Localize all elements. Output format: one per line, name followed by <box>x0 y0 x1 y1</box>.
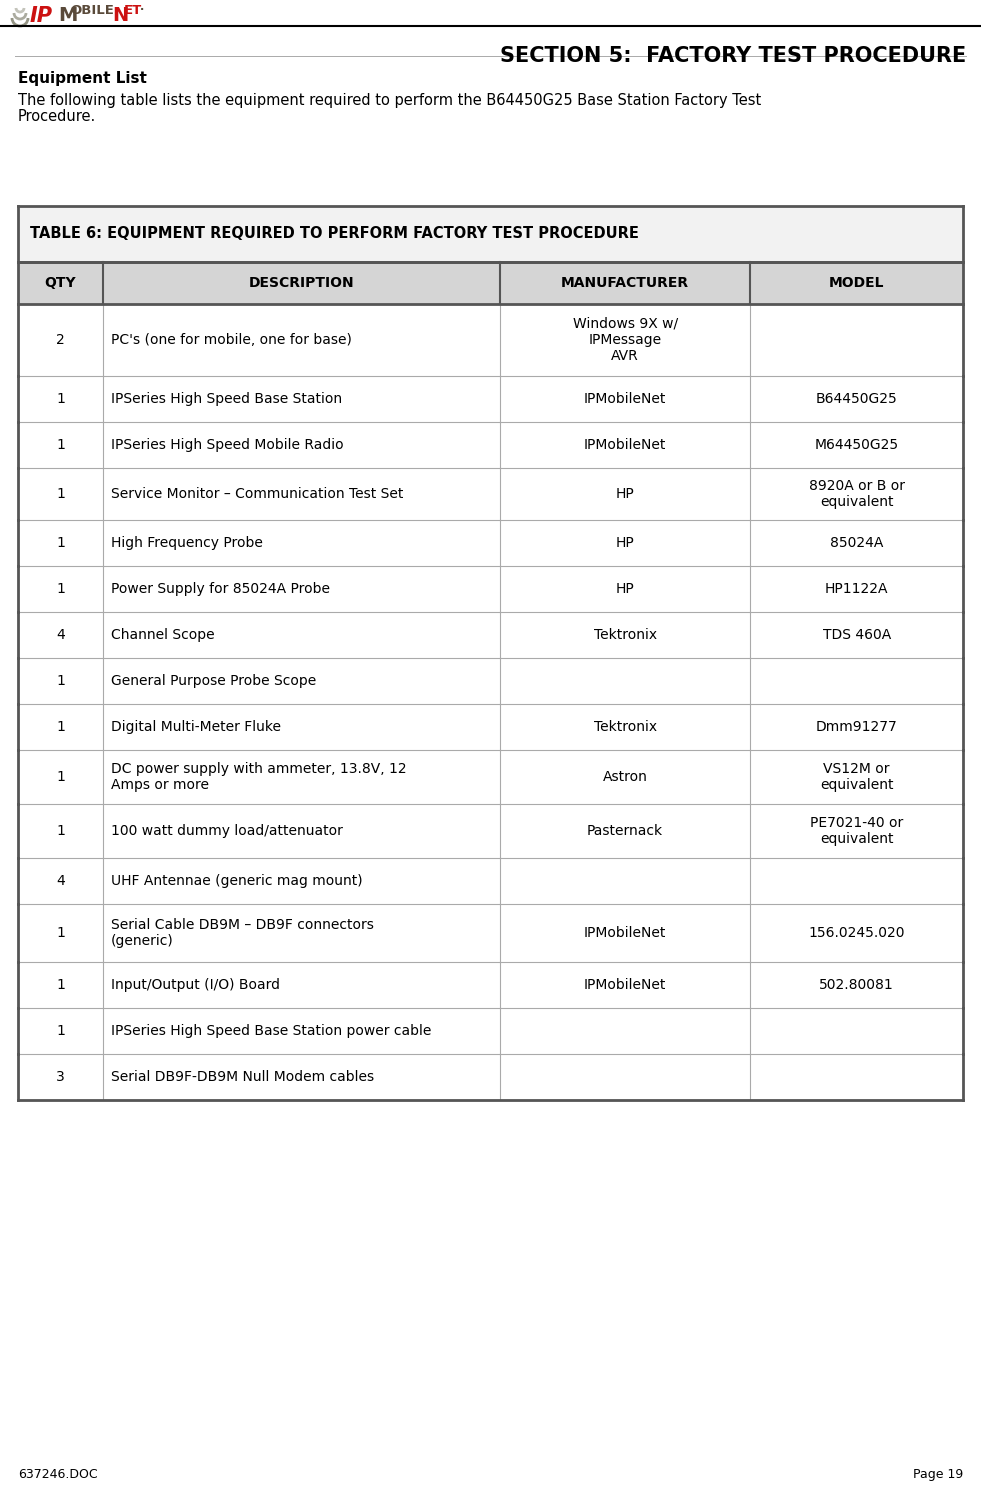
Text: IPMobileNet: IPMobileNet <box>584 926 666 940</box>
Text: The following table lists the equipment required to perform the B64450G25 Base S: The following table lists the equipment … <box>18 93 761 108</box>
Text: Page 19: Page 19 <box>912 1468 963 1481</box>
Text: DC power supply with ammeter, 13.8V, 12
Amps or more: DC power supply with ammeter, 13.8V, 12 … <box>111 763 407 793</box>
Bar <box>18 566 963 612</box>
Text: 1: 1 <box>56 438 65 452</box>
Text: Digital Multi-Meter Fluke: Digital Multi-Meter Fluke <box>111 720 281 734</box>
Text: 4: 4 <box>56 627 65 642</box>
Text: 1: 1 <box>56 674 65 687</box>
Text: 1: 1 <box>56 536 65 549</box>
Text: High Frequency Probe: High Frequency Probe <box>111 536 263 549</box>
Text: M: M <box>58 6 77 26</box>
Text: SECTION 5:  FACTORY TEST PROCEDURE: SECTION 5: FACTORY TEST PROCEDURE <box>499 47 966 66</box>
Bar <box>18 263 963 305</box>
Text: 1: 1 <box>56 824 65 838</box>
Text: 1: 1 <box>56 392 65 405</box>
Text: 156.0245.020: 156.0245.020 <box>808 926 904 940</box>
Text: MODEL: MODEL <box>829 276 885 290</box>
Text: 4: 4 <box>56 874 65 889</box>
Text: DESCRIPTION: DESCRIPTION <box>249 276 354 290</box>
Bar <box>18 305 963 375</box>
Text: MANUFACTURER: MANUFACTURER <box>561 276 690 290</box>
Text: IPSeries High Speed Base Station: IPSeries High Speed Base Station <box>111 392 342 405</box>
Text: Serial Cable DB9M – DB9F connectors
(generic): Serial Cable DB9M – DB9F connectors (gen… <box>111 919 374 949</box>
Text: IP: IP <box>30 6 53 26</box>
Text: 85024A: 85024A <box>830 536 883 549</box>
Text: PC's (one for mobile, one for base): PC's (one for mobile, one for base) <box>111 333 352 347</box>
Text: 100 watt dummy load/attenuator: 100 watt dummy load/attenuator <box>111 824 343 838</box>
Text: General Purpose Probe Scope: General Purpose Probe Scope <box>111 674 316 687</box>
Text: HP: HP <box>616 536 635 549</box>
Bar <box>18 805 963 859</box>
Text: N: N <box>112 6 129 26</box>
Bar <box>18 375 963 422</box>
Text: Tektronix: Tektronix <box>594 627 656 642</box>
Text: 8920A or B or
equivalent: 8920A or B or equivalent <box>808 479 904 509</box>
Text: 1: 1 <box>56 582 65 596</box>
Text: Astron: Astron <box>602 770 647 784</box>
Text: B64450G25: B64450G25 <box>816 392 898 405</box>
Text: UHF Antennae (generic mag mount): UHF Antennae (generic mag mount) <box>111 874 363 889</box>
Text: Equipment List: Equipment List <box>18 71 147 86</box>
Text: Channel Scope: Channel Scope <box>111 627 215 642</box>
Text: TDS 460A: TDS 460A <box>822 627 891 642</box>
Text: 1: 1 <box>56 770 65 784</box>
Bar <box>18 962 963 1009</box>
Text: 1: 1 <box>56 720 65 734</box>
Bar <box>18 657 963 704</box>
Text: PE7021-40 or
equivalent: PE7021-40 or equivalent <box>810 817 904 847</box>
Text: QTY: QTY <box>45 276 77 290</box>
Text: Service Monitor – Communication Test Set: Service Monitor – Communication Test Set <box>111 486 403 501</box>
Bar <box>18 468 963 519</box>
Text: Pasternack: Pasternack <box>587 824 663 838</box>
Text: Tektronix: Tektronix <box>594 720 656 734</box>
Bar <box>18 904 963 962</box>
Text: IPSeries High Speed Base Station power cable: IPSeries High Speed Base Station power c… <box>111 1024 432 1039</box>
Text: 1: 1 <box>56 979 65 992</box>
Text: 637246.DOC: 637246.DOC <box>18 1468 98 1481</box>
Bar <box>18 206 963 263</box>
Text: 1: 1 <box>56 926 65 940</box>
Text: HP: HP <box>616 582 635 596</box>
Bar <box>18 519 963 566</box>
Text: IPSeries High Speed Mobile Radio: IPSeries High Speed Mobile Radio <box>111 438 343 452</box>
Text: Serial DB9F-DB9M Null Modem cables: Serial DB9F-DB9M Null Modem cables <box>111 1070 374 1084</box>
Text: 1: 1 <box>56 1024 65 1039</box>
Text: HP1122A: HP1122A <box>825 582 889 596</box>
Text: ET: ET <box>124 5 142 17</box>
Bar <box>18 859 963 904</box>
Bar <box>18 422 963 468</box>
Text: HP: HP <box>616 486 635 501</box>
Text: TABLE 6: EQUIPMENT REQUIRED TO PERFORM FACTORY TEST PROCEDURE: TABLE 6: EQUIPMENT REQUIRED TO PERFORM F… <box>30 227 639 242</box>
Text: Windows 9X w/
IPMessage
AVR: Windows 9X w/ IPMessage AVR <box>573 317 678 363</box>
Bar <box>18 704 963 750</box>
Text: OBILE: OBILE <box>70 5 114 17</box>
Bar <box>18 612 963 657</box>
Bar <box>18 750 963 805</box>
Text: 3: 3 <box>56 1070 65 1084</box>
Text: 502.80081: 502.80081 <box>819 979 894 992</box>
Text: IPMobileNet: IPMobileNet <box>584 438 666 452</box>
Bar <box>18 1054 963 1100</box>
Text: Procedure.: Procedure. <box>18 110 96 125</box>
Text: .: . <box>140 2 144 12</box>
Bar <box>18 1009 963 1054</box>
Text: IPMobileNet: IPMobileNet <box>584 979 666 992</box>
Text: Dmm91277: Dmm91277 <box>816 720 898 734</box>
Text: VS12M or
equivalent: VS12M or equivalent <box>820 763 894 793</box>
Text: 1: 1 <box>56 486 65 501</box>
Text: Input/Output (I/O) Board: Input/Output (I/O) Board <box>111 979 280 992</box>
Text: 2: 2 <box>56 333 65 347</box>
Text: IPMobileNet: IPMobileNet <box>584 392 666 405</box>
Text: Power Supply for 85024A Probe: Power Supply for 85024A Probe <box>111 582 330 596</box>
Text: M64450G25: M64450G25 <box>814 438 899 452</box>
